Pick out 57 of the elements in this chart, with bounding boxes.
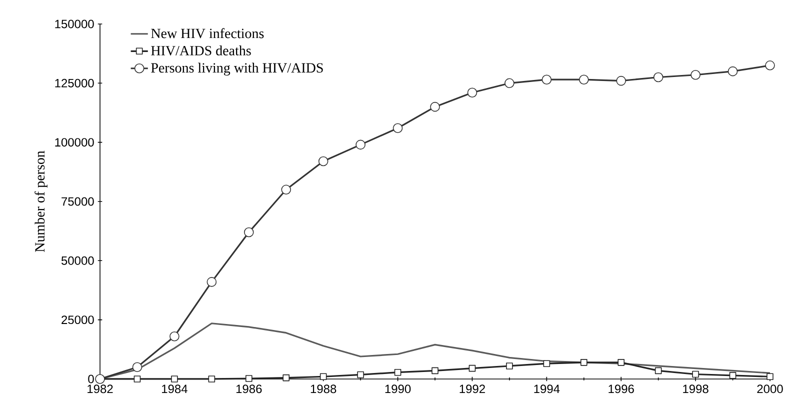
point <box>394 368 402 376</box>
point <box>356 140 366 150</box>
point <box>618 359 625 366</box>
point <box>244 227 254 238</box>
point <box>320 373 327 380</box>
point <box>692 370 699 378</box>
x-tick-label: 1998 <box>683 384 708 394</box>
point <box>580 359 588 366</box>
y-tick-label: 0 <box>88 374 94 384</box>
x-tick-label: 1984 <box>162 384 188 394</box>
y-axis-title: Number of person <box>34 150 48 252</box>
point <box>765 60 775 70</box>
x-tick-label: 1992 <box>460 384 485 394</box>
point <box>653 72 664 82</box>
y-tick-label: 50000 <box>61 256 94 265</box>
point <box>357 371 364 378</box>
x-tick-label: 1994 <box>534 384 560 394</box>
point <box>766 373 774 380</box>
y-tick-label: 25000 <box>62 316 94 324</box>
point <box>542 74 552 85</box>
point <box>208 376 216 382</box>
point <box>432 367 438 374</box>
point <box>728 66 738 76</box>
legend-label: Persons living with HIV/AIDS <box>151 62 323 76</box>
point <box>430 102 440 112</box>
point <box>543 360 550 367</box>
y-tick-label: 75000 <box>62 197 94 206</box>
point <box>506 362 513 370</box>
y-tick-label: 150000 <box>55 20 94 28</box>
point <box>578 74 589 85</box>
x-tick-label: 1982 <box>88 384 113 394</box>
point <box>245 375 252 382</box>
point <box>468 364 476 372</box>
point <box>134 376 141 382</box>
point <box>392 123 403 134</box>
x-tick-label: 1986 <box>236 384 262 394</box>
point <box>467 88 478 98</box>
point <box>170 331 180 342</box>
point <box>729 372 736 379</box>
point <box>318 156 328 166</box>
x-tick-label: 1996 <box>608 384 634 394</box>
point <box>132 362 142 372</box>
x-tick-label: 1988 <box>310 384 336 394</box>
x-tick-label: 1990 <box>385 384 411 394</box>
point <box>654 367 662 374</box>
y-tick-label: 125000 <box>55 78 94 88</box>
point <box>206 277 217 287</box>
point <box>616 76 626 86</box>
point <box>282 374 290 382</box>
y-tick-label: 100000 <box>55 138 94 147</box>
legend-label: New HIV infections <box>151 28 264 38</box>
point <box>171 376 178 382</box>
point <box>690 70 700 80</box>
legend-label: HIV/AIDS deaths <box>151 46 251 56</box>
x-tick-label: 2000 <box>757 384 783 394</box>
point <box>504 78 514 88</box>
point <box>281 184 292 195</box>
